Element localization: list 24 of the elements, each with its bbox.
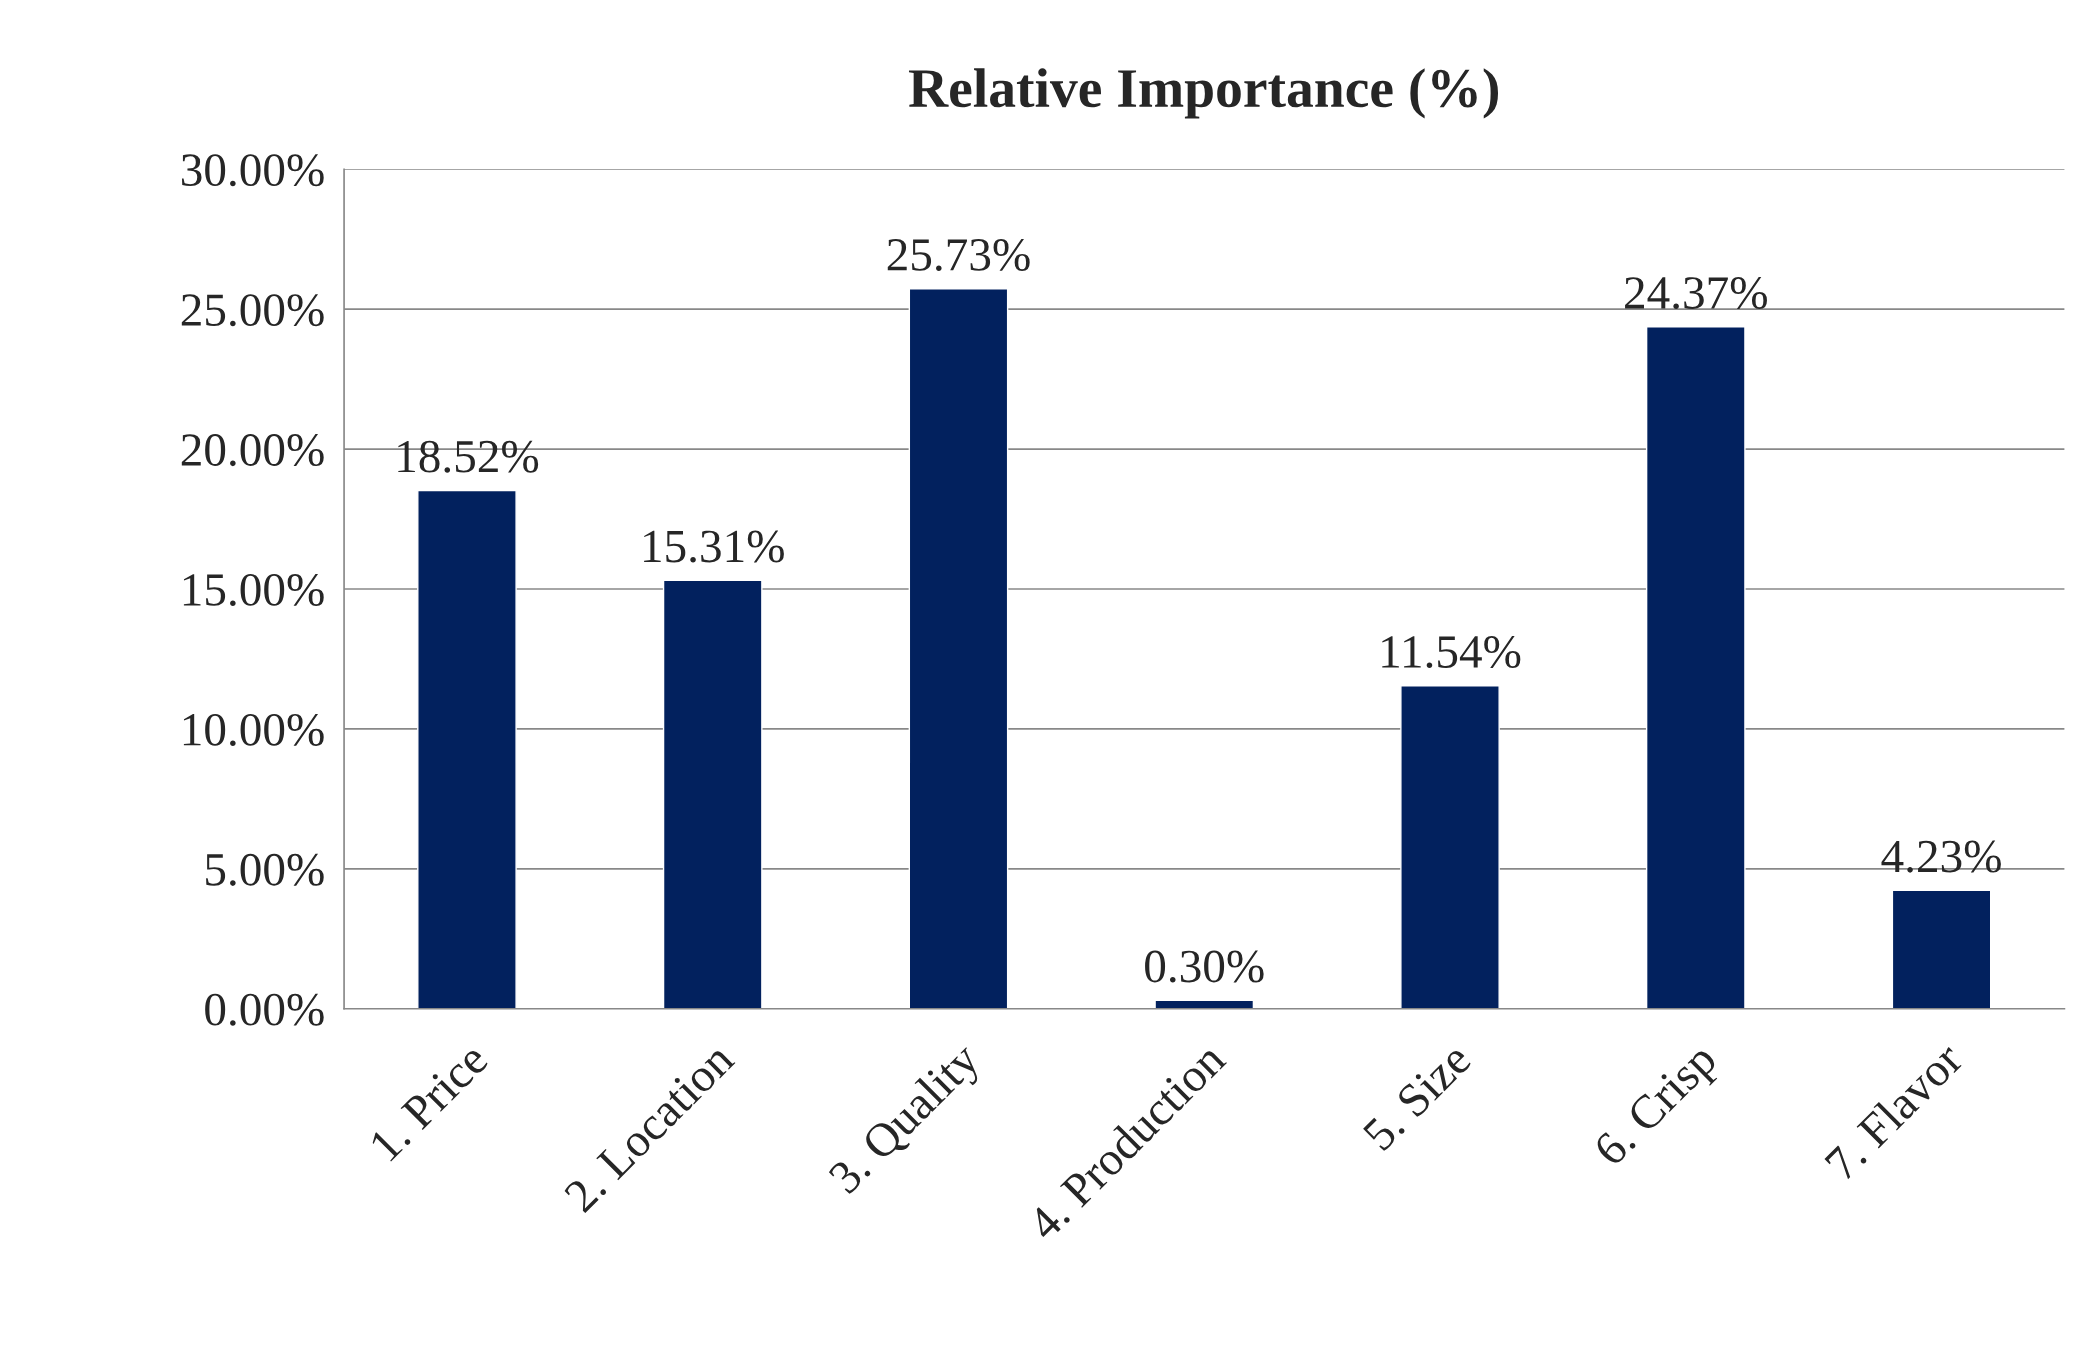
bar [1645, 326, 1746, 1009]
y-tick-label: 5.00% [206, 853, 324, 886]
x-tick-label: 6. Crisp [1592, 1041, 1725, 1174]
bar [417, 489, 517, 1009]
data-label: 24.37% [1625, 277, 1767, 310]
bar [1891, 889, 1992, 1009]
y-tick-label: 0.00% [205, 993, 324, 1026]
x-tick-label: 1. Price [368, 1041, 490, 1162]
data-label: 18.52% [398, 440, 539, 473]
data-label: 15.31% [644, 530, 784, 563]
y-tick-label: 30.00% [182, 154, 324, 187]
data-label: 25.73% [887, 238, 1030, 272]
data-label: 11.54% [1382, 636, 1521, 669]
y-tick-label: 20.00% [181, 434, 324, 467]
bar [908, 288, 1009, 1009]
bar [662, 579, 763, 1009]
bar [1400, 685, 1500, 1009]
y-tick-label: 25.00% [181, 294, 324, 327]
x-tick-label: 5. Size [1362, 1041, 1473, 1152]
y-tick-label: 10.00% [183, 713, 324, 746]
data-label: 4.23% [1881, 840, 2001, 873]
chart-title: Relative Importance (%) [908, 68, 1499, 119]
data-label: 0.30% [1145, 950, 1264, 983]
y-tick-label: 15.00% [183, 573, 324, 607]
